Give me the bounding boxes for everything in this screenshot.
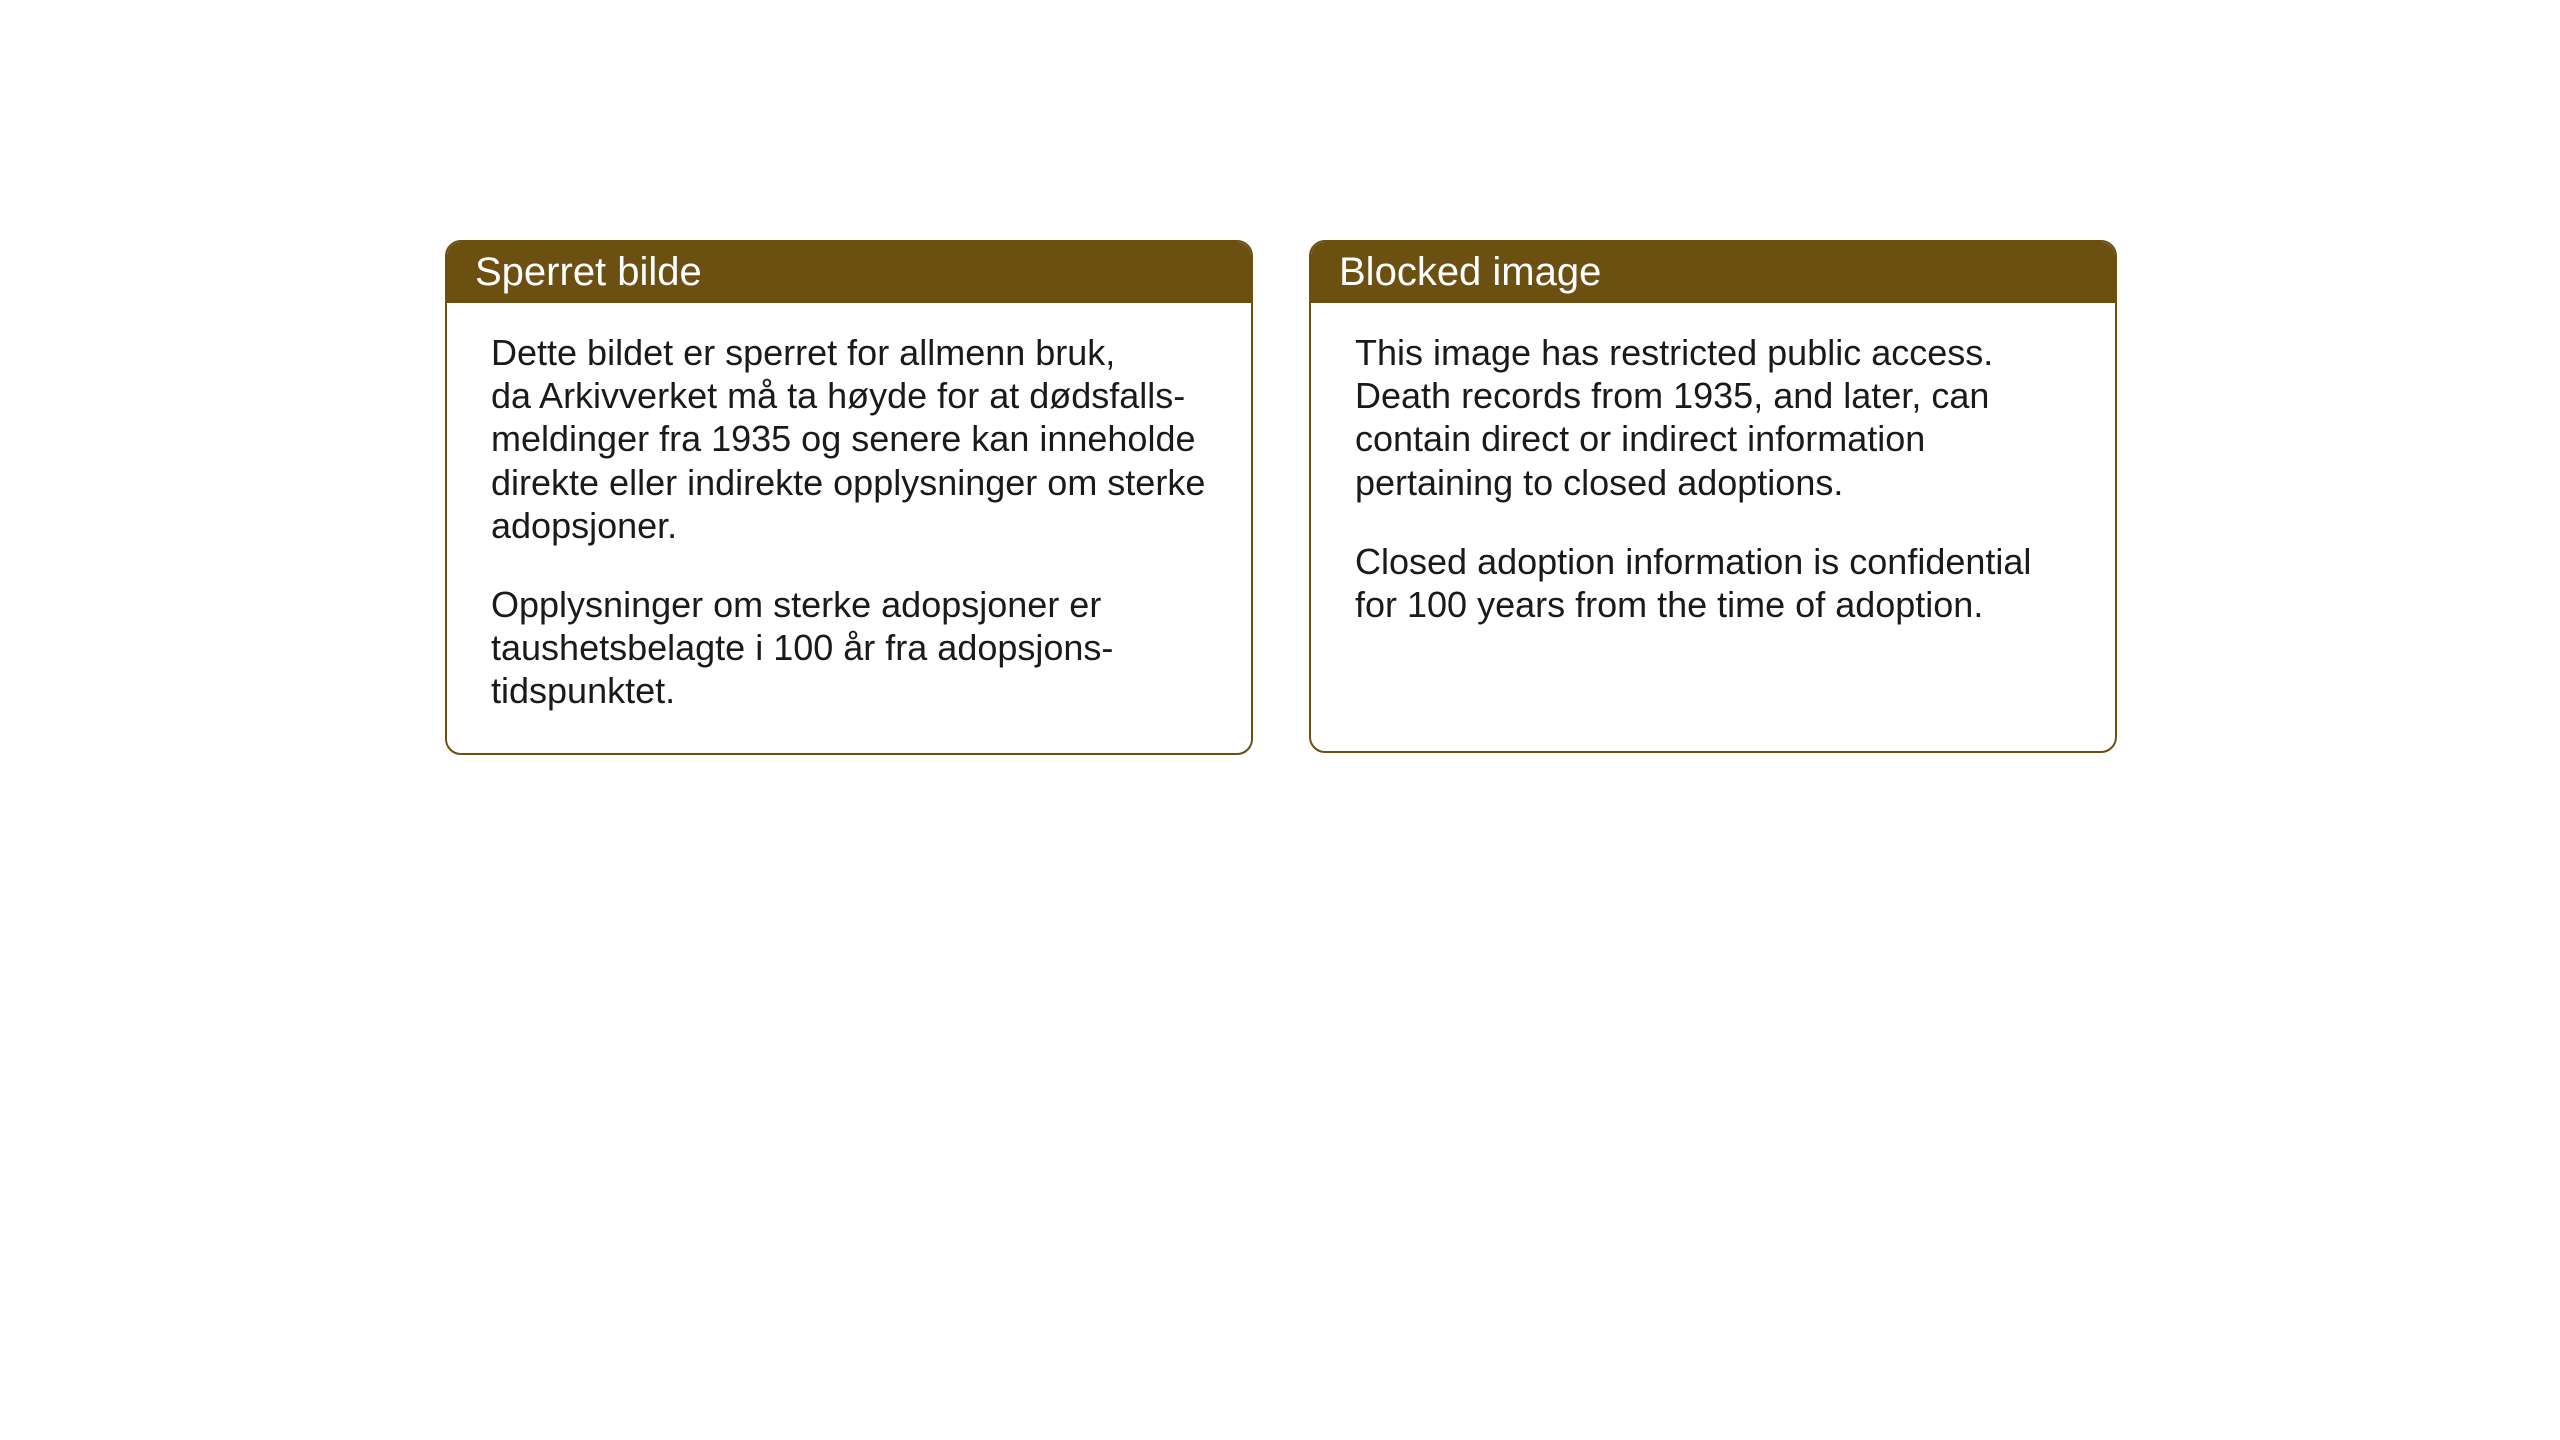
notice-card-norwegian: Sperret bilde Dette bildet er sperret fo… xyxy=(445,240,1253,755)
card-body-english: This image has restricted public access.… xyxy=(1311,303,2115,666)
notice-cards-container: Sperret bilde Dette bildet er sperret fo… xyxy=(445,240,2117,755)
card-body-norwegian: Dette bildet er sperret for allmenn bruk… xyxy=(447,303,1251,753)
card-paragraph-2-english: Closed adoption information is confident… xyxy=(1355,540,2071,626)
card-paragraph-2-norwegian: Opplysninger om sterke adopsjoner er tau… xyxy=(491,583,1207,713)
card-title-norwegian: Sperret bilde xyxy=(475,250,702,294)
card-header-english: Blocked image xyxy=(1311,242,2115,303)
notice-card-english: Blocked image This image has restricted … xyxy=(1309,240,2117,753)
card-title-english: Blocked image xyxy=(1339,250,1601,294)
card-header-norwegian: Sperret bilde xyxy=(447,242,1251,303)
card-paragraph-1-norwegian: Dette bildet er sperret for allmenn bruk… xyxy=(491,331,1207,547)
card-paragraph-1-english: This image has restricted public access.… xyxy=(1355,331,2071,504)
